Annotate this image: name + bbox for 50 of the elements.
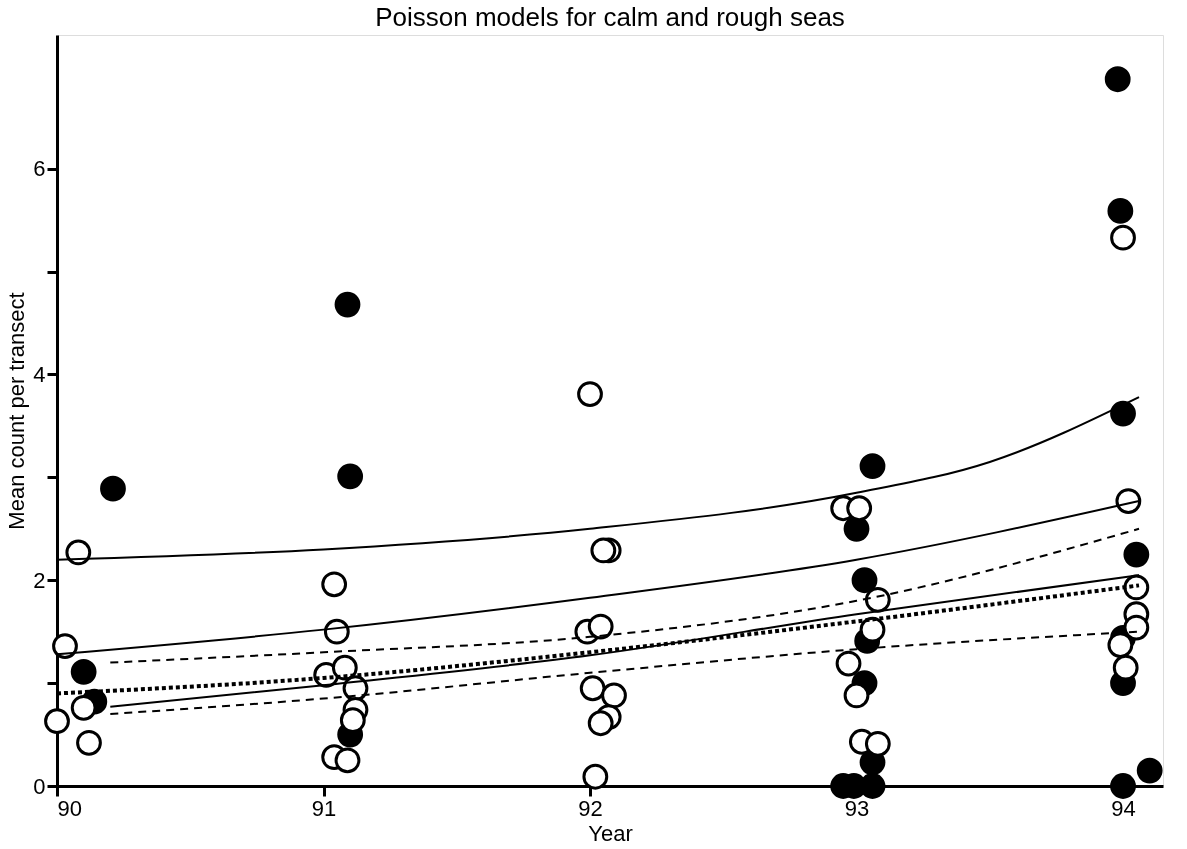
point bbox=[577, 381, 603, 407]
point bbox=[65, 539, 92, 566]
y-axis-title: Mean count per transect bbox=[4, 292, 30, 530]
point bbox=[100, 475, 126, 502]
point bbox=[1123, 574, 1150, 601]
point bbox=[590, 537, 617, 564]
point bbox=[1104, 66, 1131, 93]
point bbox=[1110, 224, 1136, 251]
point bbox=[76, 729, 102, 756]
line-series bbox=[109, 527, 1141, 664]
x-tick-label: 90 bbox=[57, 795, 82, 821]
point bbox=[587, 710, 614, 737]
point bbox=[1123, 614, 1150, 641]
point bbox=[331, 654, 358, 681]
point bbox=[864, 586, 891, 613]
point bbox=[1136, 757, 1163, 784]
point bbox=[582, 763, 609, 790]
point bbox=[334, 747, 361, 774]
point bbox=[321, 571, 348, 598]
x-tick-label: 93 bbox=[844, 795, 870, 821]
y-tick-label: 0 bbox=[33, 773, 46, 799]
point bbox=[1110, 773, 1136, 799]
x-axis-title: Year bbox=[588, 820, 633, 846]
point bbox=[864, 730, 891, 757]
point bbox=[1110, 400, 1136, 427]
point bbox=[44, 708, 70, 735]
point bbox=[859, 453, 886, 479]
point bbox=[1107, 632, 1134, 658]
x-tick-label: 91 bbox=[311, 795, 337, 821]
x-tick-label: 92 bbox=[578, 795, 603, 821]
point bbox=[1112, 654, 1139, 681]
point bbox=[337, 463, 364, 490]
y-tick-label: 4 bbox=[33, 361, 46, 387]
point bbox=[843, 682, 870, 709]
y-tick-label: 6 bbox=[33, 156, 46, 182]
chart-title: Poisson models for calm and rough seas bbox=[375, 2, 845, 32]
point bbox=[859, 616, 886, 643]
point bbox=[334, 291, 361, 318]
point bbox=[601, 682, 627, 709]
point bbox=[70, 658, 97, 685]
point bbox=[579, 675, 606, 702]
point bbox=[846, 495, 873, 522]
point bbox=[851, 567, 878, 594]
y-tick-label: 2 bbox=[33, 567, 46, 593]
x-tick-label: 94 bbox=[1111, 795, 1136, 821]
point bbox=[1123, 541, 1150, 568]
point bbox=[70, 694, 97, 721]
point bbox=[835, 650, 862, 677]
point bbox=[1107, 198, 1134, 224]
point bbox=[587, 613, 614, 640]
